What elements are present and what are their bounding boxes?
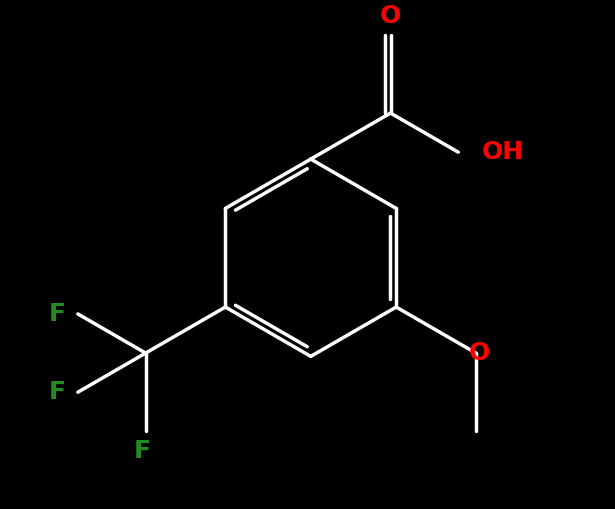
Text: F: F [49, 380, 66, 404]
Text: O: O [380, 4, 401, 28]
Text: O: O [469, 341, 490, 365]
Text: F: F [134, 439, 151, 463]
Text: F: F [49, 302, 66, 326]
Text: OH: OH [482, 140, 523, 164]
